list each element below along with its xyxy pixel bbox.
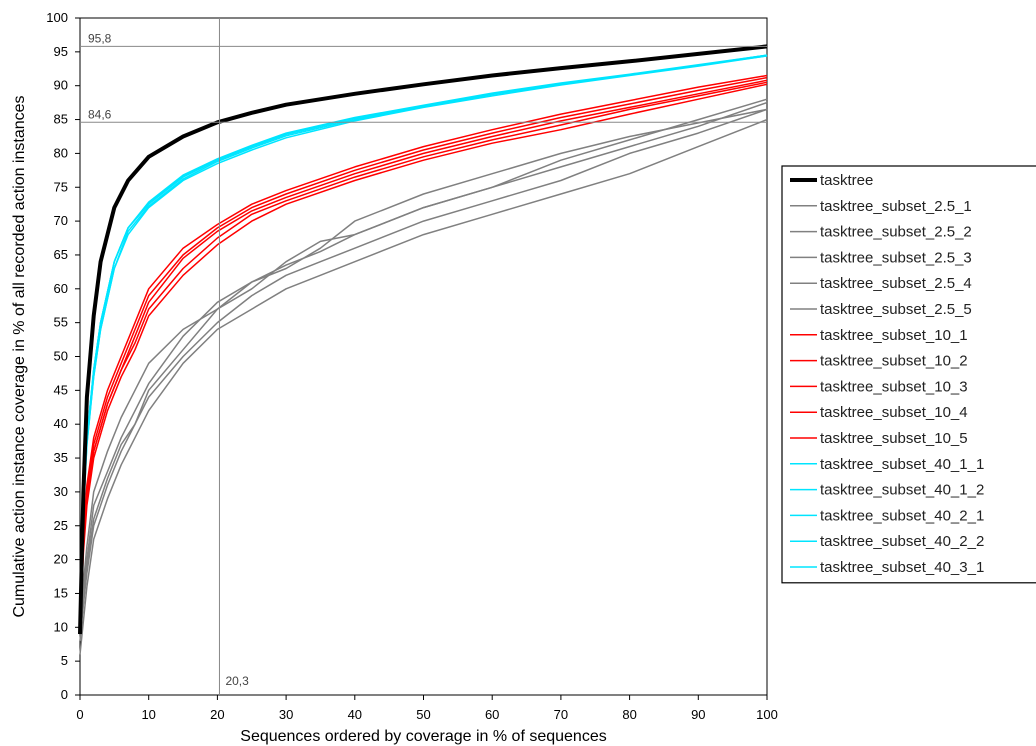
legend-entry: tasktree_subset_10_4: [820, 404, 968, 421]
reference-label: 95,8: [88, 31, 112, 45]
legend: tasktree tasktree_subset_2.5_1 tasktree_su…: [781, 165, 1036, 584]
legend-entry: tasktree_subset_10_5: [820, 430, 968, 447]
x-tick-label: 70: [554, 707, 568, 722]
x-tick-label: 50: [416, 707, 430, 722]
y-tick-label: 60: [54, 281, 68, 296]
legend-entry: tasktree_subset_40_3_1: [820, 559, 984, 576]
legend-entry: tasktree_subset_2.5_4: [820, 275, 972, 292]
plot-area: 0 5 10 15 20 25 30 35 40 45 50 55 60 65 70 75 80 85 90 95 10…: [46, 10, 778, 722]
series-line-tasktree-subset-10-2: [79, 74, 768, 614]
legend-entry: tasktree_subset_40_2_2: [820, 533, 984, 550]
series-line-tasktree-subset-10-3: [79, 83, 768, 628]
legend-entry: tasktree_subset_40_1_2: [820, 482, 984, 499]
reference-label: 84,6: [88, 107, 112, 121]
series-line-tasktree-subset-2-5-4: [79, 98, 768, 621]
x-axis-title: Sequences ordered by coverage in % of se…: [240, 728, 606, 745]
y-tick-label: 25: [54, 518, 68, 533]
series-line-tasktree-subset-40-3-1: [79, 54, 768, 614]
series-line-tasktree-subset-2-5-3: [79, 108, 768, 628]
y-tick-label: 55: [54, 315, 68, 330]
legend-entry: tasktree_subset_10_3: [820, 378, 968, 395]
y-tick-label: 40: [54, 416, 68, 431]
y-tick-label: 70: [54, 213, 68, 228]
x-tick-label: 10: [141, 707, 155, 722]
y-tick-label: 35: [54, 450, 68, 465]
x-tick-label: 80: [622, 707, 636, 722]
series-line-tasktree-subset-10-5: [79, 81, 768, 621]
y-tick-label: 0: [61, 687, 68, 702]
y-tick-label: 65: [54, 247, 68, 262]
legend-entry: tasktree_subset_2.5_2: [820, 224, 972, 241]
y-tick-label: 95: [54, 44, 68, 59]
y-tick-label: 85: [54, 112, 68, 127]
y-tick-label: 10: [54, 619, 68, 634]
y-tick-label: 90: [54, 78, 68, 93]
x-tick-label: 100: [756, 707, 778, 722]
series-line-tasktree-subset-2-5-5: [79, 108, 768, 641]
y-tick-label: 80: [54, 145, 68, 160]
y-tick-label: 75: [54, 179, 68, 194]
x-tick-label: 20: [210, 707, 224, 722]
y-tick-label: 50: [54, 349, 68, 364]
x-tick-label: 0: [76, 707, 83, 722]
series-line-tasktree-subset-10-4: [79, 76, 768, 614]
series-line-tasktree-subset-2-5-2: [79, 118, 768, 655]
x-tick-label: 30: [279, 707, 293, 722]
y-tick-label: 45: [54, 382, 68, 397]
x-tick-label: 40: [348, 707, 362, 722]
legend-entry: tasktree_subset_40_2_1: [820, 507, 984, 524]
legend-entry: tasktree_subset_10_2: [820, 353, 968, 370]
legend-entry: tasktree_subset_10_1: [820, 327, 968, 344]
y-tick-label: 30: [54, 484, 68, 499]
reference-label: 20,3: [225, 674, 249, 688]
legend-entry: tasktree_subset_2.5_3: [820, 249, 972, 266]
legend-entry: tasktree_subset_2.5_5: [820, 301, 972, 318]
x-tick-label: 90: [691, 707, 705, 722]
y-tick-label: 15: [54, 585, 68, 600]
legend-box: [781, 165, 1036, 584]
y-tick-label: 20: [54, 552, 68, 567]
x-tick-label: 60: [485, 707, 499, 722]
y-tick-label: 100: [46, 10, 68, 25]
legend-entry: tasktree_subset_2.5_1: [820, 198, 972, 215]
y-axis-title: Cumulative action instance coverage in %…: [11, 95, 28, 617]
legend-entry: tasktree: [820, 172, 873, 189]
y-tick-label: 5: [61, 653, 68, 668]
legend-entry: tasktree_subset_40_1_1: [820, 456, 984, 473]
